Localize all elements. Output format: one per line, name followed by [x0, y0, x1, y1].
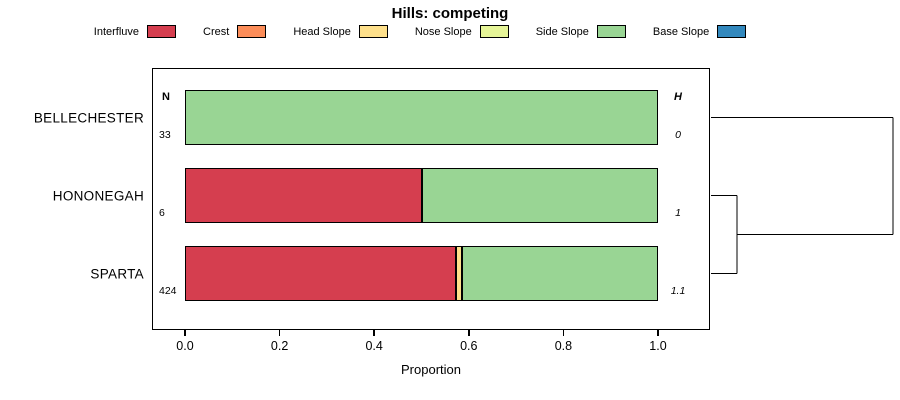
bar-segment-head-slope [456, 246, 462, 301]
x-tick-label: 1.0 [649, 339, 667, 353]
x-tick-label: 0.2 [270, 339, 289, 353]
bar-segment-side-slope [461, 246, 658, 301]
legend-item: Side Slope [536, 25, 626, 38]
chart-title: Hills: competing [391, 5, 509, 22]
h-value: 1 [675, 207, 681, 219]
legend-swatch [147, 25, 177, 38]
x-tick-label: 0.8 [554, 339, 573, 353]
stacked-bar [185, 168, 658, 223]
x-tick-label: 0.0 [176, 339, 194, 353]
legend-item: Crest [203, 25, 267, 38]
bar-segment-side-slope [185, 90, 658, 145]
legend-label: Base Slope [652, 25, 710, 38]
legend-swatch [237, 25, 267, 38]
bar-segment-interfluve [185, 246, 457, 301]
bar-segment-side-slope [421, 168, 658, 223]
x-tick-label: 0.6 [460, 339, 478, 353]
legend-item: Base Slope [652, 25, 747, 38]
legend-label: Interfluve [93, 25, 140, 38]
x-tick-label: 0.4 [365, 339, 383, 353]
legend-label: Side Slope [535, 25, 589, 38]
legend-item: Head Slope [293, 25, 388, 38]
n-column-header: N [162, 91, 170, 103]
legend-item: Nose Slope [415, 25, 509, 38]
h-column-header: H [674, 91, 682, 103]
stacked-bar [185, 90, 658, 145]
legend-label: Crest [203, 25, 230, 38]
legend-swatch [596, 25, 626, 38]
y-axis-label: BELLECHESTER [33, 110, 144, 125]
y-axis-label: SPARTA [90, 266, 144, 281]
x-tick-mark [373, 330, 375, 336]
legend-item: Interfluve [93, 25, 177, 38]
h-value: 1.1 [670, 285, 686, 297]
x-axis-title: Proportion [401, 362, 461, 377]
legend-swatch [717, 25, 747, 38]
n-value: 6 [159, 207, 165, 219]
legend: Interfluve Crest Head Slope Nose Slope Side … [0, 25, 840, 38]
n-value: 33 [159, 129, 171, 141]
stacked-bar [185, 246, 658, 301]
x-tick-mark [657, 330, 659, 336]
x-tick-mark [278, 330, 281, 336]
x-tick-mark [184, 330, 186, 336]
y-axis-label: HONONEGAH [52, 188, 144, 203]
legend-swatch [358, 25, 388, 38]
n-value: 424 [159, 285, 177, 297]
x-tick-mark [562, 330, 565, 336]
h-value: 0 [675, 129, 681, 141]
legend-label: Head Slope [293, 25, 351, 38]
legend-swatch [479, 25, 509, 38]
bar-segment-interfluve [185, 168, 422, 223]
legend-label: Nose Slope [414, 25, 472, 38]
x-tick-mark [468, 330, 470, 336]
